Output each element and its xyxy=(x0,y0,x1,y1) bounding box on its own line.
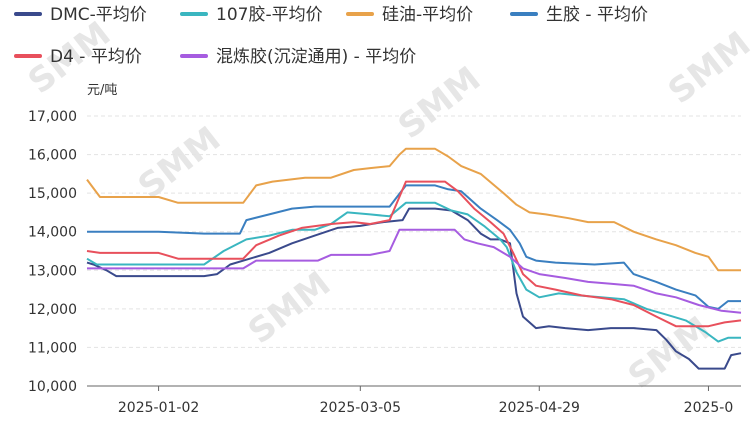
legend-label: 硅油-平均价 xyxy=(382,5,473,25)
legend-label: 生胶 - 平均价 xyxy=(546,5,648,25)
y-tick-label: 14,000 xyxy=(28,225,77,241)
y-tick-label: 17,000 xyxy=(28,109,77,125)
legend-item-3[interactable]: 硅油-平均价 xyxy=(346,5,473,25)
legend-swatch xyxy=(14,12,42,16)
legend-label: D4 - 平均价 xyxy=(50,47,142,67)
y-axis: 10,000 11,000 12,000 13,000 14,000 15,000 16,0… xyxy=(28,109,77,395)
legend-label: DMC-平均价 xyxy=(50,5,147,25)
y-tick-label: 10,000 xyxy=(28,379,77,395)
legend-item-5[interactable]: D4 - 平均价 xyxy=(14,47,142,67)
series-line-4 xyxy=(87,184,741,310)
legend-swatch xyxy=(346,12,374,16)
legend-item-6[interactable]: 混炼胶(沉淀通用) - 平均价 xyxy=(180,47,416,67)
x-tick-label: 2025-04-29 xyxy=(499,400,580,416)
chart-legend[interactable]: DMC-平均价 107胶-平均价 硅油-平均价 生胶 - 平均价 D4 - 平均价 混炼胶… xyxy=(14,5,648,67)
series-layer xyxy=(86,147,742,370)
legend-swatch xyxy=(14,54,42,58)
y-tick-label: 11,000 xyxy=(28,340,77,356)
legend-swatch xyxy=(510,12,538,16)
y-tick-label: 13,000 xyxy=(28,263,77,279)
watermark-logo: SMM xyxy=(391,59,488,147)
legend-label: 107胶-平均价 xyxy=(216,5,323,25)
series-line-6 xyxy=(87,228,742,314)
x-tick-label: 2025-01-02 xyxy=(118,400,199,416)
grid-lines xyxy=(87,115,741,348)
legend-swatch xyxy=(180,54,208,58)
legend-item-2[interactable]: 107胶-平均价 xyxy=(180,5,323,25)
series-line-3 xyxy=(86,147,741,272)
x-tick-label: 2025-0 xyxy=(684,400,734,416)
legend-item-1[interactable]: DMC-平均价 xyxy=(14,5,147,25)
y-tick-label: 12,000 xyxy=(28,302,77,318)
y-tick-label: 15,000 xyxy=(28,186,77,202)
watermark-logo: SMM xyxy=(241,264,338,352)
watermark-logo: SMM xyxy=(661,24,751,112)
y-tick-label: 16,000 xyxy=(28,148,77,164)
series-line-2 xyxy=(86,201,741,343)
watermark-logo: SMM xyxy=(131,119,228,207)
legend-swatch xyxy=(180,12,208,16)
y-axis-unit-label: 元/吨 xyxy=(87,83,117,98)
x-tick-label: 2025-03-05 xyxy=(320,400,401,416)
series-line-5 xyxy=(86,180,742,328)
legend-item-4[interactable]: 生胶 - 平均价 xyxy=(510,5,648,25)
x-axis: 2025-01-02 2025-03-05 2025-04-29 2025-0 xyxy=(87,385,741,416)
legend-label: 混炼胶(沉淀通用) - 平均价 xyxy=(216,47,416,67)
